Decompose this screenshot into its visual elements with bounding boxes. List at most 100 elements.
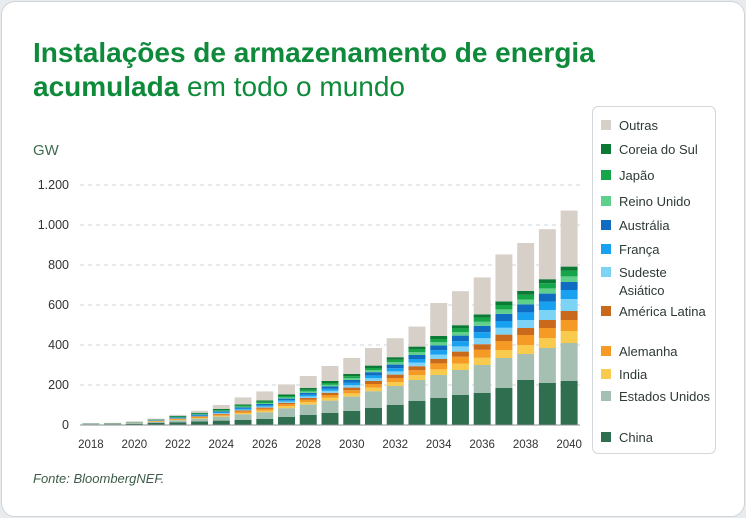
- x-tick-label: 2026: [252, 439, 278, 451]
- bar-segment-coreia-do-sul-2038: [517, 291, 535, 295]
- bar-segment-reino-unido-2030: [343, 378, 361, 380]
- bar-segment-japão-2040: [560, 270, 578, 277]
- bar-segment-sudeste-asiático-2026: [256, 406, 274, 408]
- bar-segment-estados-unidos-2038: [517, 354, 535, 380]
- x-tick-label: 2022: [165, 439, 191, 451]
- bar-segment-outras-2036: [473, 277, 491, 315]
- bar-segment-coreia-do-sul-2030: [343, 374, 361, 377]
- bar-segment-japão-2026: [256, 401, 274, 403]
- bar-segment-frança-2034: [430, 350, 448, 355]
- bar-segment-américa-latina-2023: [191, 416, 209, 417]
- bar-segment-austrália-2038: [517, 304, 535, 313]
- bar-segment-coreia-do-sul-2025: [234, 404, 252, 406]
- bar-segment-reino-unido-2028: [299, 391, 317, 393]
- bar-segment-sudeste-asiático-2035: [451, 346, 469, 352]
- bar-segment-reino-unido-2037: [495, 309, 513, 314]
- bar-segment-alemanha-2026: [256, 408, 274, 411]
- bar-segment-estados-unidos-2024: [212, 416, 230, 421]
- bar-segment-china-2040: [560, 381, 578, 425]
- bar-segment-coreia-do-sul-2024: [212, 409, 230, 410]
- bar-segment-austrália-2024: [212, 411, 230, 413]
- bar-segment-india-2028: [299, 402, 317, 405]
- legend-item: India: [601, 366, 713, 384]
- bar-segment-frança-2030: [343, 382, 361, 386]
- bar-segment-frança-2031: [365, 375, 382, 379]
- bar-segment-estados-unidos-2028: [299, 404, 317, 415]
- bar-segment-outras-2029: [321, 366, 339, 381]
- bar-segment-reino-unido-2026: [256, 403, 274, 404]
- bar-segment-reino-unido-2034: [430, 342, 448, 346]
- legend-swatch: [601, 346, 611, 356]
- legend-item: Reino Unido: [601, 193, 713, 211]
- y-tick-label: 1.200: [38, 178, 69, 192]
- bar-segment-austrália-2035: [451, 335, 469, 342]
- legend-swatch: [601, 391, 611, 401]
- bar-segment-reino-unido-2025: [234, 406, 252, 408]
- bar-segment-china-2027: [278, 417, 295, 425]
- legend-item: China: [601, 429, 713, 447]
- bar-segment-estados-unidos-2032: [386, 386, 404, 405]
- bar-segment-japão-2033: [408, 349, 426, 353]
- bar-segment-américa-latina-2039: [538, 320, 556, 328]
- bar-segment-frança-2025: [234, 408, 252, 410]
- title-bold: Instalações de armazenamento de energia …: [33, 37, 595, 102]
- title-regular: em todo o mundo: [179, 71, 405, 102]
- x-tick-label: 2018: [78, 439, 104, 451]
- bar-segment-alemanha-2033: [408, 370, 426, 376]
- bar-segment-india-2035: [451, 363, 469, 370]
- bar-segment-austrália-2028: [299, 392, 317, 395]
- bar-segment-china-2023: [191, 421, 209, 425]
- bar-segment-japão-2034: [430, 339, 448, 343]
- bar-segment-india-2025: [234, 413, 252, 415]
- bar-segment-japão-2024: [212, 410, 230, 411]
- bar-segment-outras-2039: [538, 229, 556, 280]
- bar-segment-austrália-2022: [169, 417, 187, 418]
- bar-segment-estados-unidos-2039: [538, 348, 556, 383]
- bar-segment-sudeste-asiático-2030: [343, 385, 361, 388]
- bar-segment-india-2024: [212, 415, 230, 417]
- bar-segment-outras-2040: [560, 210, 578, 267]
- bar-segment-alemanha-2029: [321, 395, 339, 398]
- bar-segment-sudeste-asiático-2031: [365, 378, 382, 381]
- bar-segment-estados-unidos-2036: [473, 365, 491, 393]
- bar-segment-austrália-2033: [408, 355, 426, 359]
- legend-item: América Latina: [601, 303, 713, 321]
- bar-segment-outras-2035: [451, 291, 469, 326]
- bar-segment-india-2036: [473, 357, 491, 365]
- legend: Outras Coreia do Sul Japão Reino Unido Austr…: [592, 106, 716, 454]
- bar-segment-outras-2034: [430, 303, 448, 336]
- legend-swatch: [601, 144, 611, 154]
- bar-segment-américa-latina-2040: [560, 311, 578, 320]
- bar-segment-japão-2035: [451, 328, 469, 332]
- bar-segment-estados-unidos-2021: [147, 421, 165, 423]
- bar-segment-india-2032: [386, 382, 404, 386]
- x-tick-label: 2034: [426, 439, 452, 451]
- bar-segment-frança-2027: [278, 400, 295, 402]
- x-tick-label: 2036: [469, 439, 495, 451]
- y-tick-label: 800: [48, 258, 69, 272]
- legend-label: Reino Unido: [619, 194, 691, 209]
- bar-segment-reino-unido-2027: [278, 397, 295, 399]
- bar-segment-frança-2039: [538, 301, 556, 310]
- legend-label: Japão: [619, 168, 655, 183]
- bar-segment-outras-2028: [299, 376, 317, 388]
- bar-segment-sudeste-asiático-2028: [299, 396, 317, 398]
- y-tick-label: 400: [48, 338, 69, 352]
- bar-segment-sudeste-asiático-2040: [560, 299, 578, 311]
- legend-label: Outras: [619, 118, 659, 133]
- x-tick-label: 2038: [513, 439, 539, 451]
- bar-segment-alemanha-2031: [365, 384, 382, 388]
- x-tick-label: 2032: [382, 439, 408, 451]
- bar-segment-reino-unido-2033: [408, 352, 426, 355]
- bar-segment-estados-unidos-2031: [365, 391, 382, 408]
- bar-segment-austrália-2025: [234, 407, 252, 409]
- bar-segment-sudeste-asiático-2025: [234, 409, 252, 411]
- bar-segment-china-2037: [495, 388, 513, 425]
- bar-segment-japão-2029: [321, 383, 339, 385]
- bar-segment-coreia-do-sul-2028: [299, 388, 317, 390]
- bar-segment-alemanha-2038: [517, 335, 535, 345]
- legend-swatch: [601, 432, 611, 442]
- bar-segment-reino-unido-2029: [321, 384, 339, 387]
- x-tick-label: 2020: [122, 439, 148, 451]
